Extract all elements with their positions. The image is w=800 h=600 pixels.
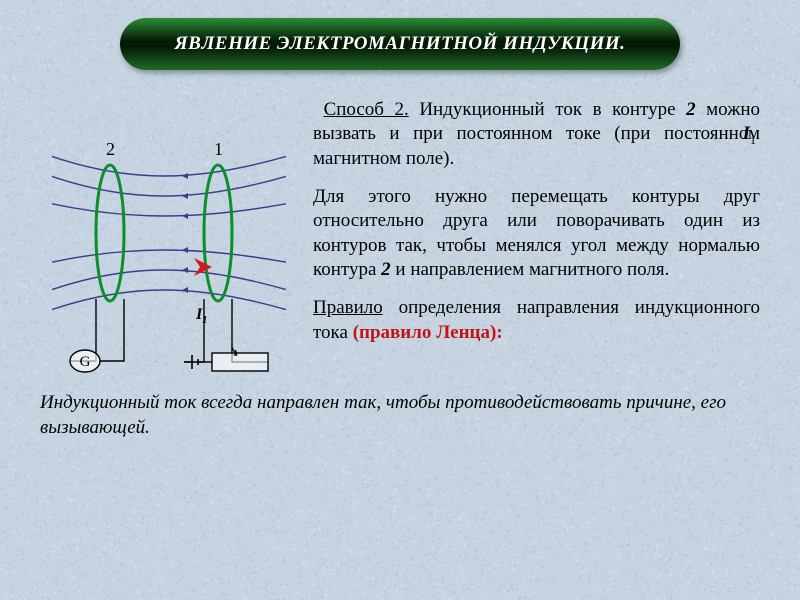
lenz-rule-statement: Индукционный ток всегда направлен так, ч… <box>40 390 760 440</box>
slide-content: ЯВЛЕНИЕ ЭЛЕКТРОМАГНИТНОЙ ИНДУКЦИИ. 2 1 G I1… <box>0 0 800 440</box>
induction-diagram: 2 1 G I1 <box>40 98 295 388</box>
paragraph-1: Способ 2. Индукционный ток в контуре 2 м… <box>313 98 760 171</box>
main-row: 2 1 G I1 Способ 2. Индукционный ток в конту… <box>40 98 760 388</box>
p3-rule: (правило Ленца): <box>353 322 503 343</box>
p1-lead: Способ 2. <box>313 99 409 120</box>
p3-lead: Правило <box>313 297 383 318</box>
p1-rest: Индукционный ток в контуре <box>409 99 686 120</box>
title-text: ЯВЛЕНИЕ ЭЛЕКТРОМАГНИТНОЙ ИНДУКЦИИ. <box>175 33 626 55</box>
svg-text:2: 2 <box>106 139 115 159</box>
paragraph-3: Правило определения направления индукцио… <box>313 296 760 345</box>
svg-text:1: 1 <box>214 139 223 159</box>
current-symbol-inline: I1 <box>743 122 756 148</box>
p2-tail: и направлением магнитного поля. <box>391 259 670 280</box>
diagram-column: 2 1 G I1 <box>40 98 295 388</box>
svg-text:G: G <box>80 354 91 370</box>
p2-num: 2 <box>381 259 391 280</box>
text-column: Способ 2. Индукционный ток в контуре 2 м… <box>313 98 760 359</box>
p1-num: 2 <box>686 99 696 120</box>
title-pill: ЯВЛЕНИЕ ЭЛЕКТРОМАГНИТНОЙ ИНДУКЦИИ. <box>120 18 680 70</box>
svg-text:I1: I1 <box>195 306 207 326</box>
paragraph-2: Для этого нужно перемещать контуры друг … <box>313 185 760 282</box>
